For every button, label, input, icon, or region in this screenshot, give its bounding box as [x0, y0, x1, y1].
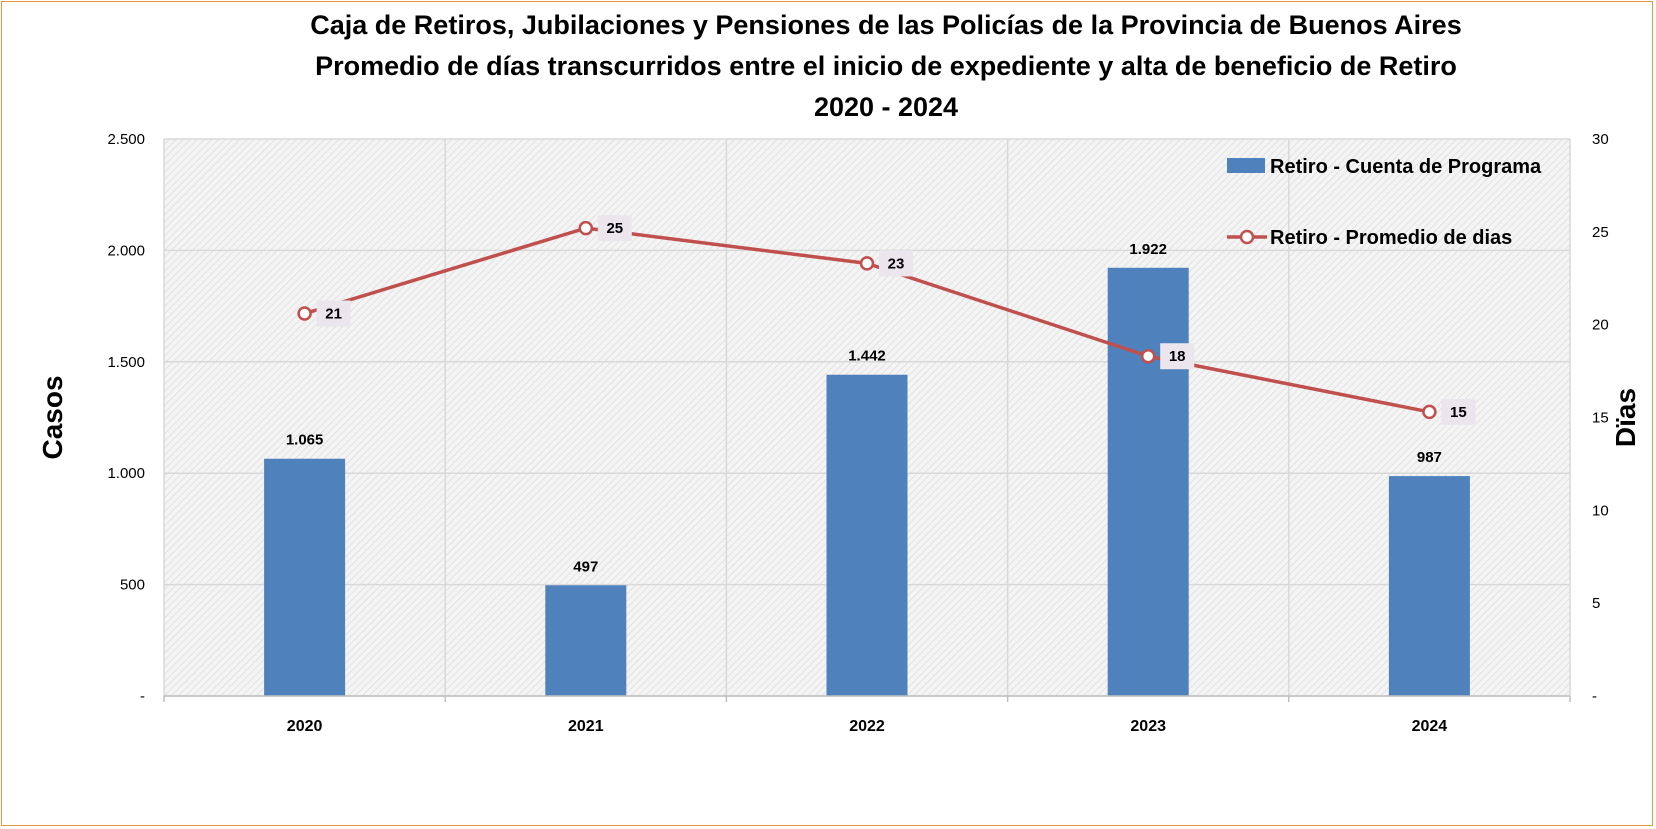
left-y-tick-label: 2.500: [107, 131, 145, 148]
bar: [1388, 476, 1470, 696]
line-label-box: [1441, 398, 1476, 425]
bar: [1107, 267, 1189, 696]
right-y-tick-label: 5: [1592, 595, 1600, 612]
right-y-tick-label: 30: [1592, 131, 1609, 148]
left-y-tick-label: -: [140, 688, 145, 705]
line-data-label: 15: [1450, 404, 1467, 421]
right-y-tick-label: -: [1592, 688, 1597, 705]
x-tick-label: 2022: [849, 718, 885, 735]
x-tick-label: 2024: [1412, 718, 1448, 735]
legend: Retiro - Cuenta de Programa Retiro - Prom…: [1227, 156, 1542, 249]
legend-swatch-bar: [1227, 158, 1265, 173]
chart-title-line: 2020 - 2024: [814, 92, 958, 122]
line-label-box: [597, 215, 632, 242]
bar-series: 1.065 497 1.442 1.922 987: [264, 241, 1470, 696]
right-y-tick-label: 15: [1592, 410, 1609, 427]
bar: [264, 458, 346, 696]
line-marker: [578, 220, 594, 236]
line-marker: [1140, 348, 1156, 364]
x-tick-label: 2020: [287, 718, 323, 735]
line-label-box: [316, 300, 351, 327]
legend-label-line: Retiro - Promedio de dias: [1270, 227, 1512, 249]
x-tick-label: 2021: [568, 718, 604, 735]
bar: [545, 585, 627, 696]
bar-data-label: 1.922: [1129, 241, 1167, 258]
axes: 2020 2021 2022 2023 2024-5001.0001.5002.0002…: [37, 131, 1641, 735]
line-data-label: 18: [1169, 348, 1186, 365]
line-marker: [1422, 404, 1437, 420]
left-y-tick-label: 1.000: [107, 465, 145, 482]
left-y-axis-title: Casos: [37, 375, 68, 459]
bar-data-label: 497: [573, 558, 598, 575]
line-data-label: 25: [606, 220, 623, 237]
left-y-tick-label: 2.000: [107, 242, 145, 259]
line-label-box: [879, 250, 913, 277]
chart-title-line: Caja de Retiros, Jubilaciones y Pensione…: [310, 10, 1461, 40]
right-y-tick-label: 20: [1592, 317, 1609, 334]
legend-swatch-marker: [1239, 229, 1255, 245]
left-y-tick-label: 500: [120, 577, 145, 594]
chart-title: Caja de Retiros, Jubilaciones y Pensione…: [310, 10, 1461, 122]
line-data-label: 23: [888, 255, 905, 272]
line-label-box: [1160, 343, 1195, 370]
line-marker: [297, 306, 312, 321]
bar-data-label: 1.442: [848, 348, 886, 365]
x-tick-label: 2023: [1130, 718, 1166, 735]
right-y-tick-label: 25: [1592, 224, 1609, 241]
line-series: 21 25 23 18 15: [297, 215, 1476, 425]
left-y-tick-label: 1.500: [107, 354, 145, 371]
chart-title-line: Promedio de días transcurridos entre el …: [315, 51, 1457, 81]
right-y-tick-label: 10: [1592, 502, 1609, 519]
line-marker: [859, 256, 875, 271]
legend-label-bar: Retiro - Cuenta de Programa: [1270, 156, 1542, 178]
right-y-axis-title: Dïas: [1610, 388, 1641, 447]
bar: [826, 374, 908, 696]
bar-data-label: 987: [1417, 449, 1442, 466]
line-data-label: 21: [325, 306, 342, 323]
bar-data-label: 1.065: [286, 432, 324, 449]
